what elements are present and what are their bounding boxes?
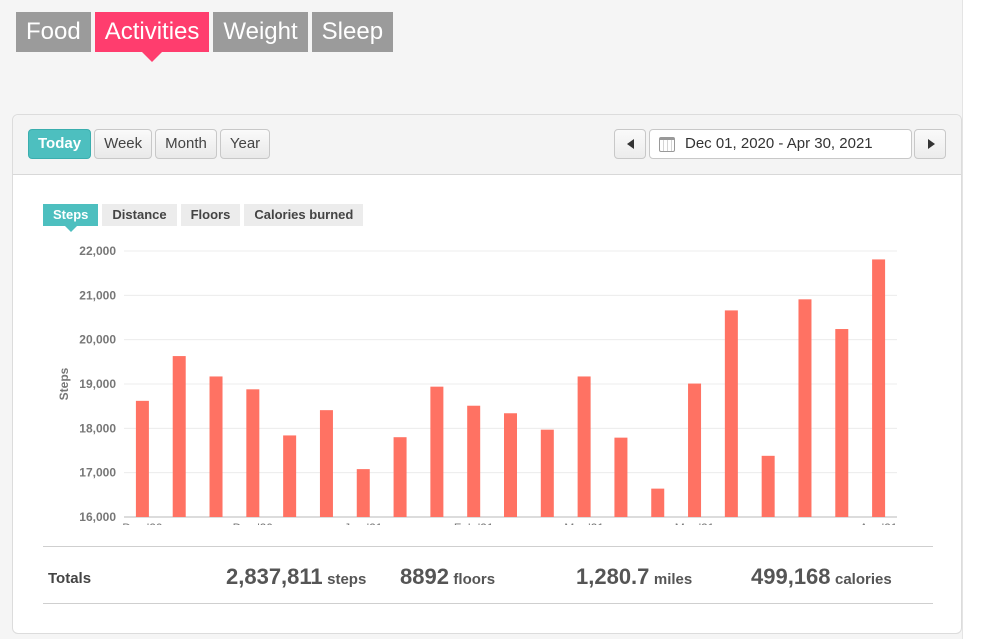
bar — [761, 455, 775, 517]
totals-bottom-divider — [43, 603, 933, 604]
bar — [504, 413, 517, 517]
y-tick-label: 17,000 — [79, 466, 116, 480]
x-tick-label: Mar '21 — [564, 521, 604, 525]
calendar-icon — [659, 137, 675, 152]
page-right-margin — [962, 0, 999, 639]
bar — [356, 469, 370, 517]
date-range-picker[interactable]: Dec 01, 2020 - Apr 30, 2021 — [649, 129, 912, 159]
bar — [614, 437, 628, 517]
y-tick-label: 21,000 — [79, 288, 116, 302]
x-tick-label: Apr '21 — [860, 521, 898, 525]
total-floors: 8892 floors — [400, 564, 495, 590]
total-miles-unit: miles — [653, 571, 693, 588]
panel-header: Today Week Month Year Dec 01, 2020 - Apr… — [13, 115, 961, 175]
total-calories: 499,168 calories — [751, 564, 892, 590]
tab-food[interactable]: Food — [16, 12, 91, 52]
y-tick-label: 22,000 — [79, 245, 116, 258]
y-tick-label: 16,000 — [79, 510, 116, 524]
steps-bar-chart: 16,000 17,000 18,000 19,000 20,000 21,000 22,0… — [57, 245, 898, 525]
total-miles-value: 1,280.7 — [576, 564, 650, 589]
x-tick-label: Jan '21 — [344, 521, 383, 525]
totals-label: Totals — [48, 570, 92, 587]
bar — [724, 310, 738, 517]
metric-tab-calories[interactable]: Calories burned — [244, 204, 364, 226]
bar — [540, 429, 554, 517]
y-axis-label: Steps — [57, 367, 71, 400]
total-steps-value: 2,837,811 — [226, 564, 323, 589]
period-week-button[interactable]: Week — [94, 129, 153, 159]
bar — [135, 400, 149, 517]
bar — [319, 410, 333, 517]
date-range-text: Dec 01, 2020 - Apr 30, 2021 — [685, 135, 873, 152]
bar — [467, 405, 481, 517]
bar — [430, 386, 444, 517]
tab-sleep[interactable]: Sleep — [311, 12, 394, 52]
bar — [283, 435, 297, 517]
y-tick-label: 20,000 — [79, 333, 116, 347]
bar — [835, 329, 849, 517]
tab-activities[interactable]: Activities — [94, 12, 210, 62]
bar — [798, 299, 812, 517]
y-tick-label: 19,000 — [79, 377, 116, 391]
activity-panel: Today Week Month Year Dec 01, 2020 - Apr… — [12, 114, 962, 634]
totals-top-divider — [43, 546, 933, 547]
bar — [393, 437, 407, 517]
x-tick-label: Mar '21 — [675, 521, 715, 525]
total-steps: 2,837,811 steps — [226, 564, 366, 590]
period-month-button[interactable]: Month — [155, 129, 217, 159]
chevron-right-icon — [928, 139, 935, 149]
bar — [651, 488, 665, 517]
chevron-left-icon — [627, 139, 634, 149]
bar — [872, 259, 886, 517]
tab-weight[interactable]: Weight — [213, 12, 308, 52]
metric-tab-steps[interactable]: Steps — [43, 204, 99, 232]
x-tick-label: Dec '20 — [122, 521, 163, 525]
next-range-button[interactable] — [914, 129, 946, 159]
bar — [246, 389, 260, 517]
metric-tab-floors[interactable]: Floors — [180, 204, 241, 226]
x-tick-label: Dec '20 — [233, 521, 274, 525]
previous-range-button[interactable] — [614, 129, 646, 159]
period-selector: Today Week Month Year — [28, 129, 271, 159]
total-steps-unit: steps — [327, 571, 367, 588]
x-tick-label: Feb '21 — [454, 521, 494, 525]
bar — [688, 383, 702, 517]
total-calories-value: 499,168 — [751, 564, 831, 589]
total-calories-unit: calories — [834, 571, 892, 588]
period-today-button[interactable]: Today — [28, 129, 92, 159]
bar — [577, 376, 591, 517]
metric-tab-distance[interactable]: Distance — [102, 204, 177, 226]
main-tabs: Food Activities Weight Sleep — [16, 12, 394, 62]
total-miles: 1,280.7 miles — [576, 564, 692, 590]
bar — [172, 356, 186, 517]
metric-tabs: Steps Distance Floors Calories burned — [43, 204, 364, 232]
y-tick-label: 18,000 — [79, 421, 116, 435]
bar — [209, 376, 223, 517]
total-floors-unit: floors — [453, 571, 496, 588]
period-year-button[interactable]: Year — [219, 129, 271, 159]
total-floors-value: 8892 — [400, 564, 449, 589]
